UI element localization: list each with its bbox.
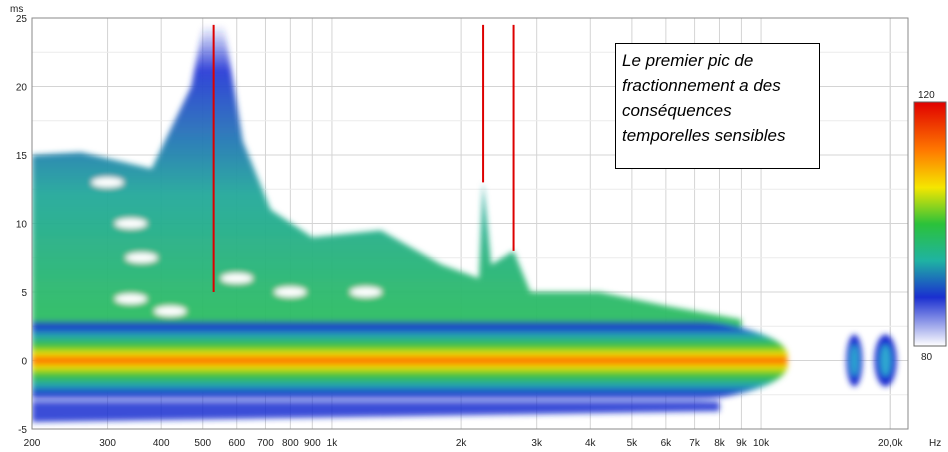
x-tick-label: 600 (228, 438, 245, 449)
hf-island-core (850, 344, 859, 377)
y-tick-label: 20 (16, 83, 28, 94)
x-tick-label: 300 (99, 438, 116, 449)
decay-tail (32, 24, 742, 334)
y-tick-label: 0 (21, 357, 27, 368)
lower-edge (32, 401, 720, 423)
tail-gap (125, 252, 158, 263)
y-tick-label: 15 (16, 151, 28, 162)
y-tick-label: 25 (16, 14, 28, 25)
x-tick-label: 20,0k (878, 438, 903, 449)
x-tick-label: 800 (282, 438, 299, 449)
x-tick-label: 3k (531, 438, 543, 449)
main-ridge (32, 319, 788, 402)
x-tick-label: 1k (327, 438, 339, 449)
y-tick-label: 5 (21, 288, 27, 299)
tail-gap (349, 287, 382, 297)
x-tick-label: 7k (689, 438, 701, 449)
x-tick-label: 900 (304, 438, 321, 449)
heatmap-surface (32, 24, 897, 423)
x-tick-label: 500 (194, 438, 211, 449)
x-tick-label: 4k (585, 438, 597, 449)
colorbar-gradient (913, 101, 947, 347)
tail-gap (154, 306, 187, 317)
x-tick-label: 5k (627, 438, 639, 449)
hf-island-core (880, 344, 892, 377)
tail-gap (114, 218, 147, 229)
tail-gap (274, 287, 307, 297)
y-tick-label: -5 (18, 425, 27, 436)
tail-gap (114, 293, 147, 304)
colorbar: 120 80 (913, 90, 947, 363)
annotation-box: Le premier pic de fractionnement a des c… (615, 43, 820, 169)
x-tick-label: 9k (736, 438, 748, 449)
x-tick-label: 10k (753, 438, 770, 449)
x-tick-label: 400 (153, 438, 170, 449)
x-axis-unit: Hz (929, 438, 941, 449)
tail-gap (91, 177, 124, 188)
marker-lines (212, 24, 515, 292)
x-axis-ticks: 200 300 400 500 600 700 800 900 1k 2k 3k 4k 5k 6k 7k 8k… (24, 438, 904, 449)
x-tick-label: 8k (714, 438, 726, 449)
colorbar-min-label: 80 (921, 352, 933, 363)
y-tick-label: 10 (16, 220, 28, 231)
plot-frame (31, 17, 909, 430)
x-tick-label: 2k (456, 438, 468, 449)
tail-gap (220, 273, 253, 284)
x-tick-label: 200 (24, 438, 41, 449)
y-axis-ticks: -5 0 5 10 15 20 25 (16, 14, 28, 436)
y-axis-unit: ms (10, 4, 23, 15)
x-tick-label: 6k (661, 438, 673, 449)
x-tick-label: 700 (257, 438, 274, 449)
colorbar-max-label: 120 (918, 90, 935, 101)
